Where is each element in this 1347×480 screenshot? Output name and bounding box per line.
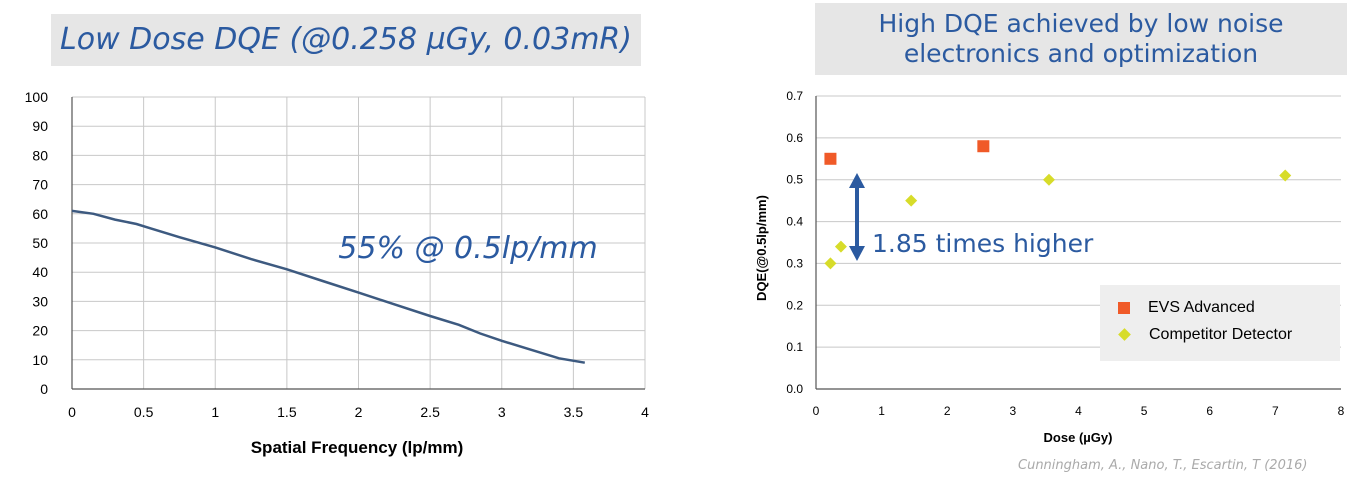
y-tick-label: 40: [32, 264, 48, 280]
x-tick-label: 7: [1272, 404, 1279, 418]
x-tick-label: 2: [944, 404, 951, 418]
x-axis-label: Dose (µGy): [1044, 430, 1113, 445]
dqe-annotation: 55% @ 0.5lp/mm: [338, 231, 597, 266]
legend-item-competitor: Competitor Detector: [1118, 325, 1292, 345]
x-tick-label: 4: [1075, 404, 1082, 418]
y-tick-label: 0.7: [786, 89, 803, 103]
right-chart-title: High DQE achieved by low noise electroni…: [815, 3, 1347, 75]
y-tick-label: 20: [32, 323, 48, 339]
x-tick-label: 4: [641, 404, 649, 420]
x-tick-label: 6: [1206, 404, 1213, 418]
y-tick-label: 10: [32, 352, 48, 368]
x-tick-label: 3.5: [564, 404, 584, 420]
double-arrow-icon: [849, 173, 865, 261]
y-tick-label: 0.5: [786, 173, 803, 187]
citation: Cunningham, A., Nano, T., Escartin, T (2…: [1018, 458, 1308, 473]
x-tick-label: 1.5: [277, 404, 297, 420]
y-axis-label: DQE(@0.5lp/mm): [754, 195, 769, 301]
x-tick-label: 8: [1338, 404, 1345, 418]
x-tick-label: 0: [813, 404, 820, 418]
x-tick-label: 3: [1010, 404, 1017, 418]
x-tick-label: 2.5: [420, 404, 440, 420]
competitor-detector-point: [1279, 169, 1292, 182]
x-tick-label: 0: [68, 404, 76, 420]
x-tick-label: 0.5: [134, 404, 154, 420]
x-axis-label: Spatial Frequency (lp/mm): [251, 438, 464, 457]
right-dqe-scatter-chart: 0 1 2 3 4 5 6 7 8 0.0 0.1 0.2 0.3 0.4 0.5 0.6 0.7 1.85 …: [754, 89, 1345, 445]
left-dqe-line-chart: 0 0.5 1 1.5 2 2.5 3 3.5 4 0 10 20 30 40 50 60 70 80 90 100…: [25, 89, 649, 457]
y-tick-label: 90: [32, 118, 48, 134]
x-tick-label: 3: [498, 404, 506, 420]
y-tick-label: 0.3: [786, 256, 803, 270]
competitor-detector-point: [905, 194, 918, 207]
square-marker-icon: [1118, 301, 1130, 314]
left-chart-title: Low Dose DQE (@0.258 µGy, 0.03mR): [51, 14, 641, 66]
y-tick-label: 0.2: [786, 298, 803, 312]
x-tick-label: 5: [1141, 404, 1148, 418]
y-tick-label: 100: [25, 89, 49, 105]
competitor-detector-point: [834, 240, 847, 253]
legend-label: Competitor Detector: [1149, 326, 1293, 343]
y-tick-label: 30: [32, 293, 48, 309]
improvement-annotation: 1.85 times higher: [872, 229, 1094, 258]
x-tick-label: 1: [211, 404, 219, 420]
legend-label: EVS Advanced: [1148, 299, 1255, 316]
y-tick-label: 80: [32, 147, 48, 163]
y-tick-label: 0.1: [786, 340, 803, 354]
chart-legend: EVS Advanced Competitor Detector: [1100, 285, 1340, 361]
diamond-marker-icon: [1118, 328, 1131, 342]
legend-item-evs: EVS Advanced: [1118, 298, 1255, 318]
y-tick-label: 0.4: [786, 215, 803, 229]
y-tick-label: 60: [32, 206, 48, 222]
dqe-curve-line: [71, 209, 586, 364]
y-tick-label: 50: [32, 235, 48, 251]
evs-advanced-point: [824, 152, 837, 165]
y-tick-label: 70: [32, 177, 48, 193]
y-tick-label: 0.0: [786, 382, 803, 396]
competitor-detector-point: [1042, 173, 1055, 186]
competitor-detector-point: [824, 257, 837, 270]
evs-advanced-point: [977, 140, 990, 153]
x-tick-label: 2: [355, 404, 363, 420]
y-tick-label: 0.6: [786, 131, 803, 145]
x-tick-label: 1: [878, 404, 885, 418]
y-tick-label: 0: [40, 381, 48, 397]
